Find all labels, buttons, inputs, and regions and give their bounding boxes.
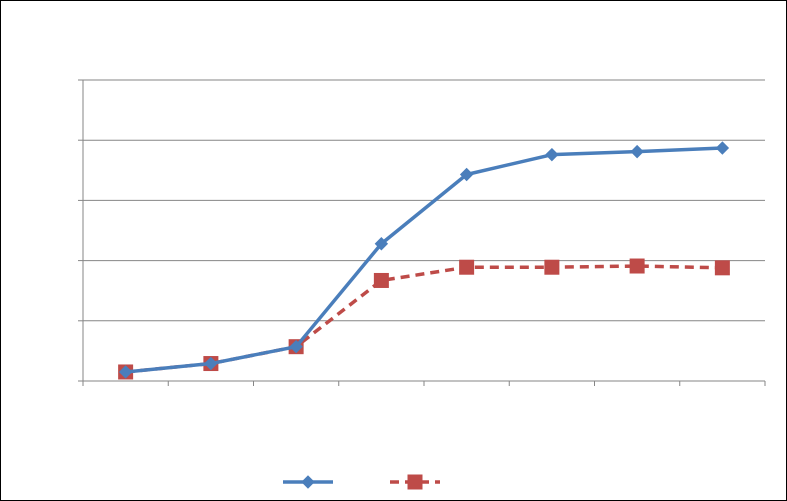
data-point-series-1 [289, 339, 303, 354]
data-point-series-1 [545, 147, 559, 162]
data-point-series-2 [629, 258, 645, 274]
data-point-series-1 [118, 365, 133, 379]
data-point-series-2 [714, 260, 730, 276]
data-point-series-2 [373, 272, 389, 288]
data-point-series-1 [459, 167, 474, 182]
data-point-series-1 [204, 356, 218, 371]
series-line-2 [125, 264, 723, 374]
data-point-series-1 [630, 144, 644, 159]
data-point-series-1 [715, 141, 730, 155]
data-point-series-2 [459, 259, 475, 275]
data-point-series-2 [544, 259, 560, 275]
legend-marker-2 [407, 474, 423, 490]
series-line-1 [125, 146, 723, 374]
legend-marker-1 [301, 475, 315, 489]
data-point-series-1 [374, 237, 389, 251]
